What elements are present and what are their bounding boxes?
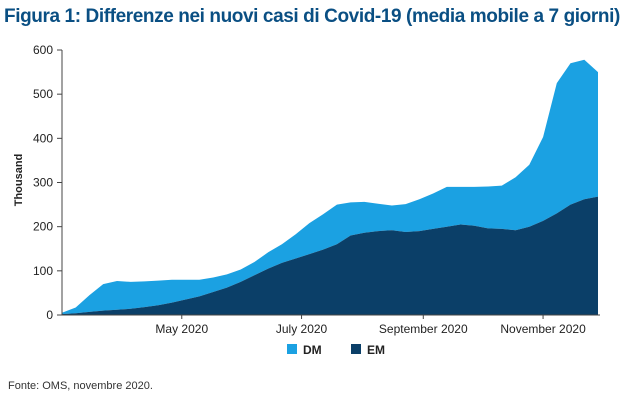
y-tick-label: 200	[33, 220, 53, 234]
x-tick-label: July 2020	[276, 322, 328, 336]
legend-swatch-em	[351, 344, 361, 354]
series-area-dm	[62, 59, 598, 315]
x-tick-label: November 2020	[500, 322, 586, 336]
axes: 0 100 200 300 400 500 600 May 2020 July 2020 Sept…	[33, 43, 600, 336]
y-tick-label: 0	[46, 308, 53, 322]
y-tick-label: 600	[33, 43, 53, 57]
y-tick-label: 300	[33, 176, 53, 190]
y-axis-label: Thousand	[13, 154, 25, 207]
y-tick-label: 400	[33, 131, 53, 145]
y-tick-label: 100	[33, 264, 53, 278]
y-tick-label: 500	[33, 87, 53, 101]
chart-title: Figura 1: Differenze nei nuovi casi di C…	[4, 6, 620, 27]
series-area-em	[62, 196, 598, 315]
plot-area	[62, 59, 598, 315]
x-tick-label: September 2020	[379, 322, 468, 336]
legend: DM EM	[287, 343, 385, 357]
source-note: Fonte: OMS, novembre 2020.	[8, 380, 153, 392]
legend-swatch-dm	[287, 344, 297, 354]
legend-label-dm: DM	[303, 343, 322, 357]
legend-label-em: EM	[367, 343, 385, 357]
x-tick-label: May 2020	[155, 322, 208, 336]
